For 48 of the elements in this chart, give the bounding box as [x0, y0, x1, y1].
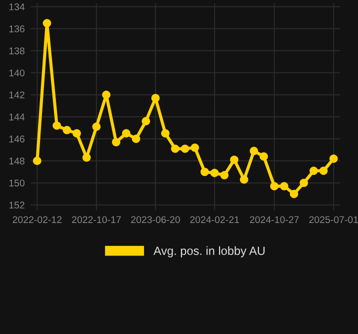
x-tick-label: 2022-10-17	[72, 216, 121, 224]
point	[200, 168, 209, 176]
y-tick-label: 136	[9, 25, 24, 32]
point	[280, 182, 288, 190]
point	[142, 117, 150, 126]
y-tick-label: 148	[9, 158, 24, 164]
point	[72, 129, 81, 138]
point	[319, 166, 328, 175]
point	[171, 144, 180, 153]
point	[122, 129, 130, 138]
point	[260, 152, 268, 161]
point	[180, 144, 190, 153]
x-tick-label: 2025-07-01	[309, 216, 358, 224]
y-tick-label: 146	[9, 136, 24, 142]
y-tick-label: 134	[9, 3, 25, 10]
point	[230, 156, 238, 164]
y-tick-label: 150	[9, 180, 24, 186]
x-tick-label: 2024-02-21	[190, 216, 239, 224]
x-tick-label: 2023-06-20	[131, 216, 180, 224]
point	[112, 138, 120, 146]
y-tick-label: 142	[9, 92, 24, 98]
point	[220, 171, 229, 180]
point	[250, 146, 258, 156]
point	[290, 190, 298, 198]
x-tick-label: 2022-02-12	[12, 216, 62, 224]
point	[52, 121, 62, 130]
point	[92, 122, 101, 131]
point	[82, 153, 91, 162]
point	[161, 129, 170, 138]
point	[132, 134, 140, 143]
point	[190, 143, 200, 152]
point	[32, 156, 42, 166]
y-tick-label: 140	[9, 69, 24, 76]
point	[310, 166, 318, 175]
point	[270, 182, 278, 190]
y-tick-label: 152	[9, 202, 24, 209]
x-tick-label: 2024-10-27	[250, 216, 299, 224]
point	[102, 90, 110, 99]
point	[151, 94, 160, 102]
legend-label: Avg. pos. in lobby AU	[153, 246, 265, 258]
y-tick-label: 144	[9, 114, 25, 120]
point	[329, 154, 338, 163]
point	[42, 19, 52, 28]
point	[62, 126, 72, 134]
point	[240, 175, 248, 184]
y-tick-label: 138	[9, 47, 24, 54]
point	[210, 168, 219, 178]
point	[300, 178, 308, 188]
